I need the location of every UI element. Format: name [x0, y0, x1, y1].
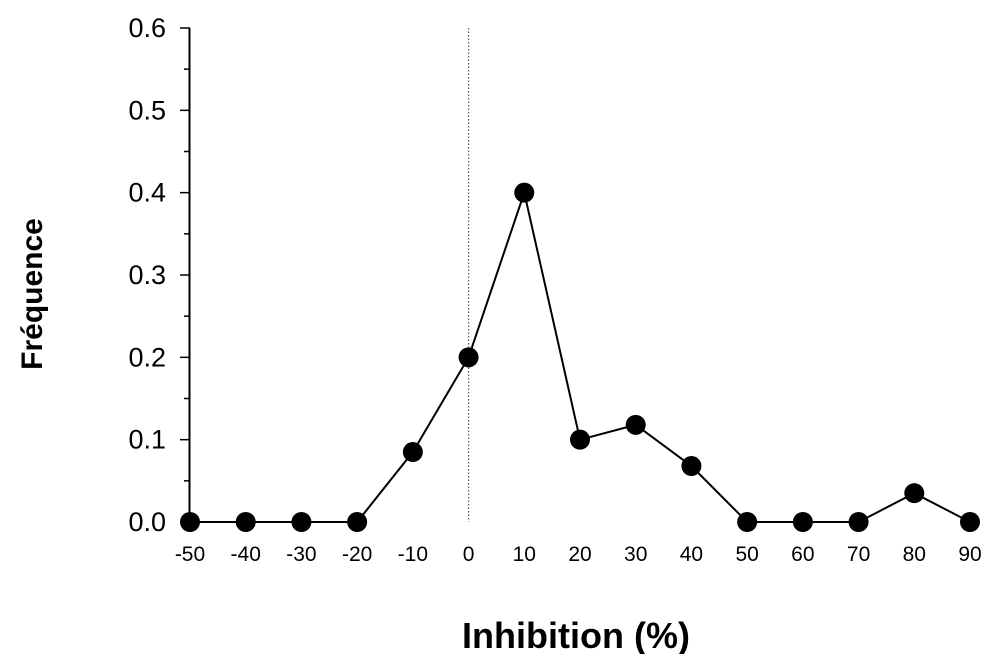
x-tick-label: -20	[342, 543, 372, 566]
x-tick-label: 80	[903, 543, 926, 566]
data-point	[180, 512, 200, 532]
data-point	[514, 182, 535, 203]
y-tick-label: 0.6	[128, 13, 166, 43]
y-axis-title: Fréquence	[16, 218, 49, 370]
axes	[180, 27, 191, 523]
data-point	[904, 483, 925, 504]
x-tick-label: 20	[568, 543, 591, 566]
y-tick-label: 0.0	[128, 507, 166, 537]
data-point	[570, 429, 590, 450]
x-tick-label: -40	[231, 543, 261, 566]
x-tick-label: 60	[791, 543, 814, 566]
data-point	[291, 512, 312, 532]
data-point	[681, 456, 702, 477]
data-point	[625, 414, 646, 435]
series-group	[180, 182, 980, 532]
y-tick-label: 0.2	[128, 342, 166, 372]
x-tick-label: 50	[735, 543, 758, 566]
data-point	[235, 512, 256, 532]
data-point	[458, 347, 479, 368]
y-tick-label: 0.4	[128, 178, 166, 208]
data-point	[402, 442, 423, 463]
y-tick-label: 0.1	[128, 425, 166, 455]
x-tick-label: 10	[513, 543, 536, 566]
data-point	[960, 512, 980, 532]
x-tick-label: 0	[463, 543, 475, 566]
data-point	[848, 512, 869, 532]
data-point	[347, 512, 368, 532]
x-tick-label: -30	[286, 543, 316, 566]
x-tick-label: 70	[847, 543, 870, 566]
x-tick-label: -50	[175, 543, 205, 566]
x-axis-title: Inhibition (%)	[462, 615, 690, 654]
y-tick-label: 0.5	[128, 95, 166, 125]
x-tick-label: 30	[624, 543, 647, 566]
y-tick-label: 0.3	[128, 260, 166, 290]
data-point	[737, 512, 758, 532]
series-line	[190, 188, 971, 523]
tick-labels: 0.0 0.1 0.2 0.3 0.4 0.5 0.6 -50 -40 -30 -20 -10 0 10 2…	[128, 13, 981, 566]
x-tick-label: 40	[680, 543, 703, 566]
data-point	[792, 512, 813, 532]
x-tick-label: 90	[958, 543, 981, 566]
x-tick-label: -10	[398, 543, 428, 566]
